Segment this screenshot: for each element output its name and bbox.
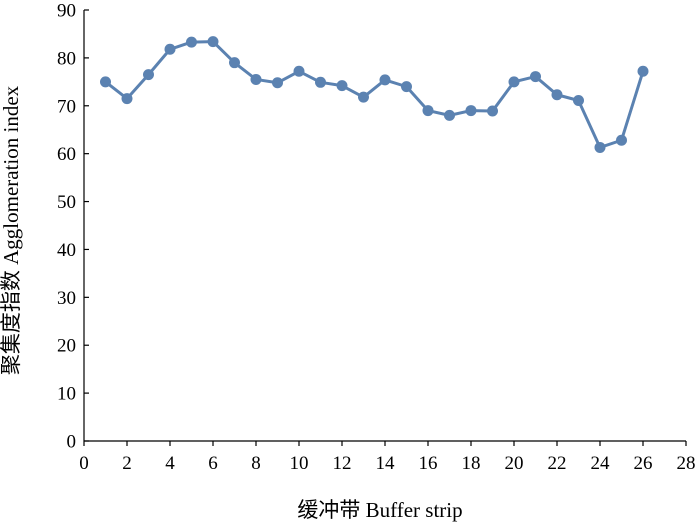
series-layer	[100, 36, 649, 153]
data-point	[465, 105, 477, 117]
x-axis-title: 缓冲带 Buffer strip	[297, 498, 462, 522]
data-point	[401, 81, 412, 93]
x-tick-label: 20	[505, 453, 524, 474]
x-tick-label: 18	[462, 453, 481, 474]
data-point	[422, 105, 434, 117]
y-tick-label: 20	[57, 336, 76, 357]
y-tick-label: 80	[57, 48, 76, 69]
data-point	[444, 109, 455, 121]
x-tick-label: 22	[548, 453, 567, 474]
data-point	[164, 43, 176, 55]
data-point	[207, 36, 219, 48]
x-tick-label: 28	[677, 453, 696, 474]
x-tick-label: 14	[376, 453, 396, 474]
y-tick-label: 70	[57, 96, 76, 117]
x-tick-label: 26	[634, 453, 653, 474]
x-tick-label: 4	[165, 453, 175, 474]
data-point	[121, 93, 133, 105]
x-tick-label: 12	[333, 453, 352, 474]
data-point	[250, 73, 262, 85]
y-tick-label: 60	[57, 144, 76, 165]
data-point	[100, 76, 111, 88]
data-point	[487, 105, 498, 117]
data-point	[229, 57, 240, 69]
x-tick-label: 6	[208, 453, 218, 474]
data-point	[293, 65, 305, 77]
y-axis-title: 聚集度指数 Agglomeration index	[0, 85, 23, 375]
data-point	[336, 80, 348, 92]
y-tick-label: 50	[57, 192, 76, 213]
data-point	[358, 91, 369, 103]
y-tick-label: 0	[67, 432, 77, 453]
data-point	[573, 95, 584, 107]
x-tick-label: 10	[290, 453, 309, 474]
y-axis-ticks: 0 10 20 30 40 50 60 70 80 90	[57, 1, 89, 453]
y-tick-label: 90	[57, 1, 76, 22]
data-point	[272, 77, 283, 89]
y-tick-label: 40	[57, 240, 76, 261]
data-point	[616, 134, 627, 146]
x-tick-label: 2	[122, 453, 132, 474]
data-point	[594, 141, 606, 153]
data-point	[551, 89, 563, 101]
data-point	[508, 76, 520, 88]
data-point	[379, 74, 391, 86]
y-tick-label: 30	[57, 288, 76, 309]
data-point	[186, 36, 197, 48]
x-tick-label: 0	[79, 453, 89, 474]
data-point	[315, 76, 326, 88]
x-axis-ticks: 0 2 4 6 8 10 12 14 16 18 20 22 24 26 28	[79, 441, 696, 474]
x-tick-label: 24	[591, 453, 611, 474]
y-tick-label: 10	[57, 384, 76, 405]
data-point	[530, 71, 541, 83]
x-tick-label: 8	[251, 453, 261, 474]
data-point	[637, 65, 649, 77]
x-tick-label: 16	[419, 453, 438, 474]
data-point	[143, 69, 154, 81]
